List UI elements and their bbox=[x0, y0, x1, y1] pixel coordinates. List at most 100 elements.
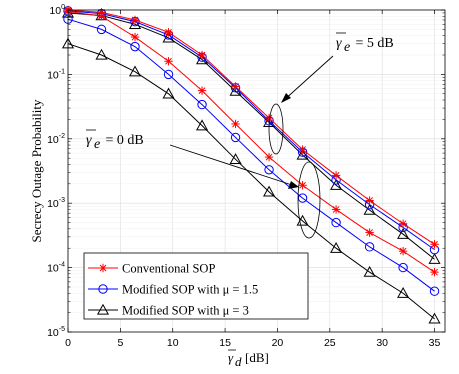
data-point-circle bbox=[230, 132, 241, 143]
data-point-circle bbox=[264, 165, 274, 175]
annotation-0db-arrowhead bbox=[288, 181, 299, 189]
annotation-5db-ellipse bbox=[268, 103, 284, 155]
annotation-0db-subscript: e bbox=[94, 137, 100, 152]
x-tick-label: 20 bbox=[272, 337, 284, 349]
data-point-star bbox=[130, 15, 140, 25]
data-point-circle bbox=[96, 24, 107, 35]
annotation-5db-subscript: e bbox=[344, 40, 350, 55]
data-point-star bbox=[231, 82, 240, 91]
data-point-triangle bbox=[195, 119, 209, 131]
data-point-star bbox=[331, 205, 341, 214]
series-2 bbox=[63, 5, 439, 249]
star-stroke bbox=[366, 197, 373, 204]
plot-area-frame bbox=[67, 9, 446, 333]
x-axis-label: γ d [dB] bbox=[228, 349, 269, 369]
annotation-0db: γ e = 0 dB bbox=[86, 129, 321, 239]
data-point-circle bbox=[98, 284, 108, 294]
star-stroke bbox=[131, 16, 139, 24]
data-point-circle bbox=[364, 242, 375, 252]
x-label-subscript: d bbox=[235, 354, 242, 369]
data-point-circle bbox=[429, 286, 440, 296]
data-point-star bbox=[365, 196, 374, 205]
star-stroke bbox=[431, 268, 438, 276]
x-tick-label: 15 bbox=[219, 337, 231, 349]
data-point-triangle bbox=[162, 31, 175, 43]
legend-label: Modified SOP with μ = 3 bbox=[122, 304, 249, 318]
data-point-star bbox=[430, 267, 439, 277]
data-point-triangle bbox=[330, 179, 343, 190]
data-point-triangle bbox=[397, 227, 410, 239]
annotation-5db-gamma: γ bbox=[336, 36, 342, 51]
legend: Conventional SOP Modified SOP with μ = 1.… bbox=[83, 252, 309, 320]
x-label-unit: [dB] bbox=[245, 350, 269, 365]
star-stroke bbox=[98, 12, 105, 20]
data-point-triangle bbox=[363, 265, 376, 277]
data-point-circle bbox=[331, 217, 341, 228]
data-point-triangle bbox=[330, 241, 343, 253]
data-point-circle bbox=[130, 41, 140, 52]
y-axis-label: Secrecy Outage Probability bbox=[29, 99, 44, 242]
star-stroke bbox=[232, 120, 239, 128]
star-stroke bbox=[198, 51, 206, 59]
data-point-triangle bbox=[128, 65, 142, 77]
legend-box bbox=[83, 252, 309, 320]
data-point-triangle bbox=[162, 87, 175, 99]
data-point-star bbox=[298, 181, 307, 190]
data-point-star bbox=[398, 219, 408, 228]
annotation-5db: γ e = 5 dB bbox=[268, 32, 394, 155]
star-stroke bbox=[332, 206, 340, 213]
x-tick-label: 35 bbox=[429, 337, 441, 349]
star-stroke bbox=[99, 264, 107, 272]
data-point-star bbox=[164, 28, 173, 37]
x-tick-label: 30 bbox=[376, 337, 388, 349]
data-point-triangle bbox=[96, 303, 110, 315]
data-point-star bbox=[365, 228, 374, 237]
x-tick-label: 5 bbox=[117, 337, 123, 349]
data-point-circle bbox=[197, 99, 207, 110]
star-stroke bbox=[265, 153, 273, 161]
data-point-triangle bbox=[397, 286, 410, 298]
data-point-star bbox=[197, 86, 207, 95]
series-line bbox=[67, 18, 435, 292]
x-tick-label: 25 bbox=[324, 337, 336, 349]
annotation-5db-arrowhead bbox=[281, 93, 291, 103]
data-point-triangle bbox=[95, 48, 108, 60]
annotation-5db-arrow bbox=[282, 55, 334, 102]
legend-items: Conventional SOP Modified SOP with μ = 1.… bbox=[88, 262, 258, 318]
star-stroke bbox=[431, 240, 438, 248]
star-stroke bbox=[299, 181, 306, 189]
annotation-5db-text: = 5 dB bbox=[352, 36, 394, 51]
x-tick-label: 10 bbox=[167, 337, 179, 349]
data-point-star bbox=[398, 246, 408, 256]
star-stroke bbox=[198, 87, 206, 94]
annotation-0db-arrow bbox=[169, 144, 296, 187]
series-3 bbox=[63, 14, 440, 296]
star-stroke bbox=[366, 229, 373, 236]
data-point-triangle bbox=[128, 18, 142, 29]
data-point-star bbox=[130, 32, 140, 42]
data-point-star bbox=[331, 171, 341, 180]
data-point-star bbox=[264, 152, 274, 162]
data-point-star bbox=[98, 263, 108, 273]
star-stroke bbox=[299, 146, 306, 153]
annotation-0db-gamma: γ bbox=[86, 133, 92, 148]
data-point-circle bbox=[398, 262, 408, 273]
data-point-star bbox=[164, 57, 173, 66]
annotation-0db-ellipse bbox=[297, 161, 321, 239]
legend-label: Modified SOP with μ = 1.5 bbox=[122, 283, 258, 297]
data-point-triangle bbox=[428, 312, 441, 324]
data-point-star bbox=[231, 119, 240, 129]
star-stroke bbox=[399, 220, 407, 228]
data-point-triangle bbox=[363, 203, 376, 215]
legend-label: Conventional SOP bbox=[122, 262, 215, 276]
data-point-triangle bbox=[229, 153, 242, 164]
data-point-star bbox=[197, 50, 207, 60]
data-point-star bbox=[97, 12, 106, 21]
legend-entry-1: Conventional SOP bbox=[88, 262, 215, 276]
data-point-star bbox=[430, 240, 439, 249]
x-tick-label: 0 bbox=[65, 337, 71, 349]
series-line bbox=[67, 10, 435, 251]
data-point-star bbox=[298, 145, 307, 154]
series-line bbox=[67, 10, 435, 273]
